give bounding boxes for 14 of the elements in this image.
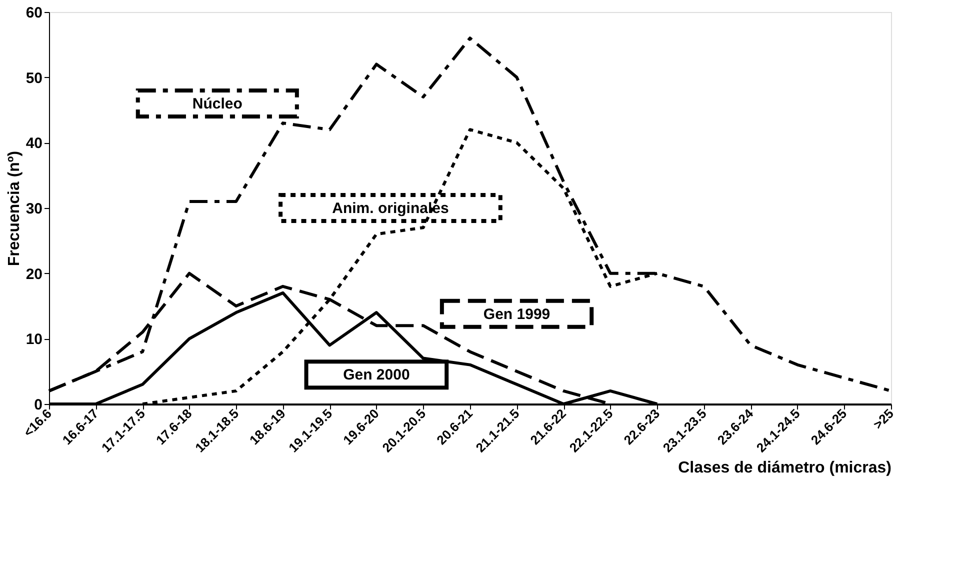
series-label: Anim. originales [332,200,449,217]
series-label: Gen 2000 [343,366,410,384]
y-tick-label: 0 [34,396,42,414]
text: Núcleo [192,95,242,112]
y-tick-label: 40 [26,135,42,152]
x-axis-title: Clases de diámetro (micras) [678,459,892,476]
text: Gen 1999 [483,306,550,323]
x-tick-label: >25 [870,406,896,432]
y-tick-label: 60 [26,4,42,22]
y-tick-label: 50 [26,70,42,87]
y-tick-label: 20 [26,266,42,283]
y-tick-label: 30 [26,200,42,218]
y-axis-title: Frecuencia (nº) [6,150,23,266]
y-tick-label: 10 [26,331,42,348]
